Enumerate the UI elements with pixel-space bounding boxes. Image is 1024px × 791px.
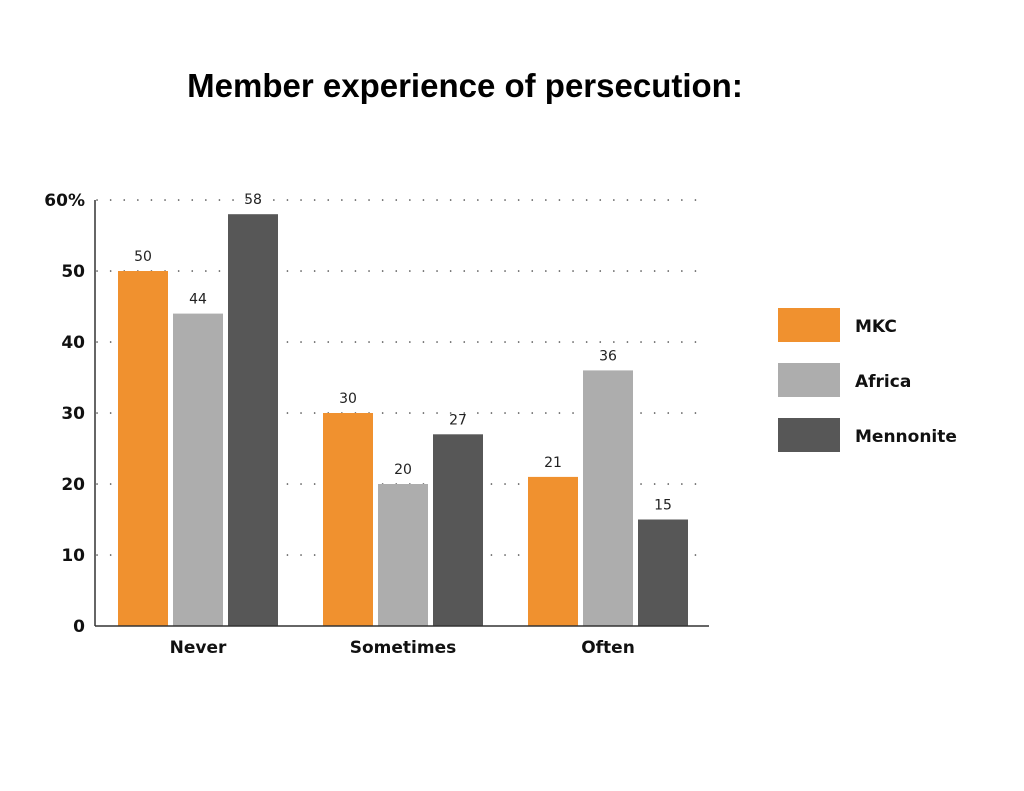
bar-africa-often	[583, 370, 633, 626]
y-tick-label: 30	[61, 404, 85, 424]
bar-africa-sometimes	[378, 484, 428, 626]
legend-label-mennonite: Mennonite	[855, 427, 957, 447]
x-axis-labels: Never Sometimes Often	[170, 638, 635, 658]
axes	[94, 200, 709, 627]
data-label: 20	[394, 462, 412, 478]
x-category-label: Never	[170, 638, 227, 658]
bar-africa-never	[173, 313, 223, 626]
x-category-label: Often	[581, 638, 635, 658]
x-category-label: Sometimes	[350, 638, 456, 658]
y-tick-label: 50	[61, 262, 85, 282]
data-labels: 50 44 58 30 20 27 21 36 15	[134, 192, 672, 513]
legend-swatch-africa	[778, 363, 840, 397]
legend-swatch-mennonite	[778, 418, 840, 452]
y-tick-label: 20	[61, 475, 85, 495]
y-tick-label: 10	[61, 546, 85, 566]
data-label: 15	[654, 498, 672, 514]
legend-swatch-mkc	[778, 308, 840, 342]
bar-mkc-never	[118, 271, 168, 626]
bar-mennonite-never	[228, 214, 278, 626]
data-label: 21	[544, 455, 562, 471]
data-label: 36	[599, 348, 617, 364]
data-label: 50	[134, 249, 152, 265]
legend-label-mkc: MKC	[855, 317, 897, 337]
y-tick-label: 60%	[44, 191, 85, 211]
data-label: 30	[339, 391, 357, 407]
bars	[118, 214, 688, 626]
legend: MKC Africa Mennonite	[778, 308, 957, 452]
bar-mkc-sometimes	[323, 413, 373, 626]
chart-title: Member experience of persecution:	[187, 67, 743, 104]
bar-mennonite-often	[638, 519, 688, 626]
bar-mennonite-sometimes	[433, 434, 483, 626]
data-label: 27	[449, 412, 467, 428]
y-tick-label: 0	[73, 617, 85, 637]
legend-label-africa: Africa	[855, 372, 911, 392]
data-label: 58	[244, 192, 262, 208]
y-tick-label: 40	[61, 333, 85, 353]
bar-mkc-often	[528, 476, 578, 626]
y-axis-ticks: 0 10 20 30 40 50 60%	[44, 191, 85, 637]
data-label: 44	[189, 292, 207, 308]
